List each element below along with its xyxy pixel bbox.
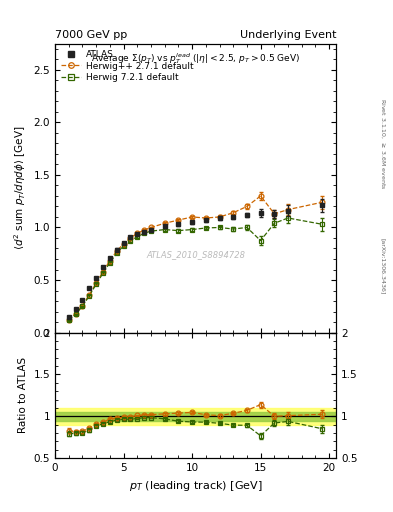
Bar — [55, 408, 336, 425]
Text: ATLAS_2010_S8894728: ATLAS_2010_S8894728 — [146, 250, 245, 259]
Y-axis label: Ratio to ATLAS: Ratio to ATLAS — [18, 357, 28, 434]
Text: Rivet 3.1.10, $\geq$ 3.6M events: Rivet 3.1.10, $\geq$ 3.6M events — [379, 98, 387, 189]
Y-axis label: $\langle d^2$ sum $p_T/d\eta d\phi\rangle$ [GeV]: $\langle d^2$ sum $p_T/d\eta d\phi\rangl… — [12, 126, 28, 250]
Bar — [55, 412, 336, 420]
Text: [arXiv:1306.3436]: [arXiv:1306.3436] — [381, 238, 386, 294]
X-axis label: $p_T$ (leading track) [GeV]: $p_T$ (leading track) [GeV] — [129, 479, 263, 493]
Text: 7000 GeV pp: 7000 GeV pp — [55, 30, 127, 40]
Text: Average $\Sigma(p_T)$ vs $p_T^{lead}$ ($|\eta| < 2.5$, $p_T > 0.5$ GeV): Average $\Sigma(p_T)$ vs $p_T^{lead}$ ($… — [91, 51, 300, 66]
Legend: ATLAS, Herwig++ 2.7.1 default, Herwig 7.2.1 default: ATLAS, Herwig++ 2.7.1 default, Herwig 7.… — [58, 46, 197, 86]
Text: Underlying Event: Underlying Event — [239, 30, 336, 40]
